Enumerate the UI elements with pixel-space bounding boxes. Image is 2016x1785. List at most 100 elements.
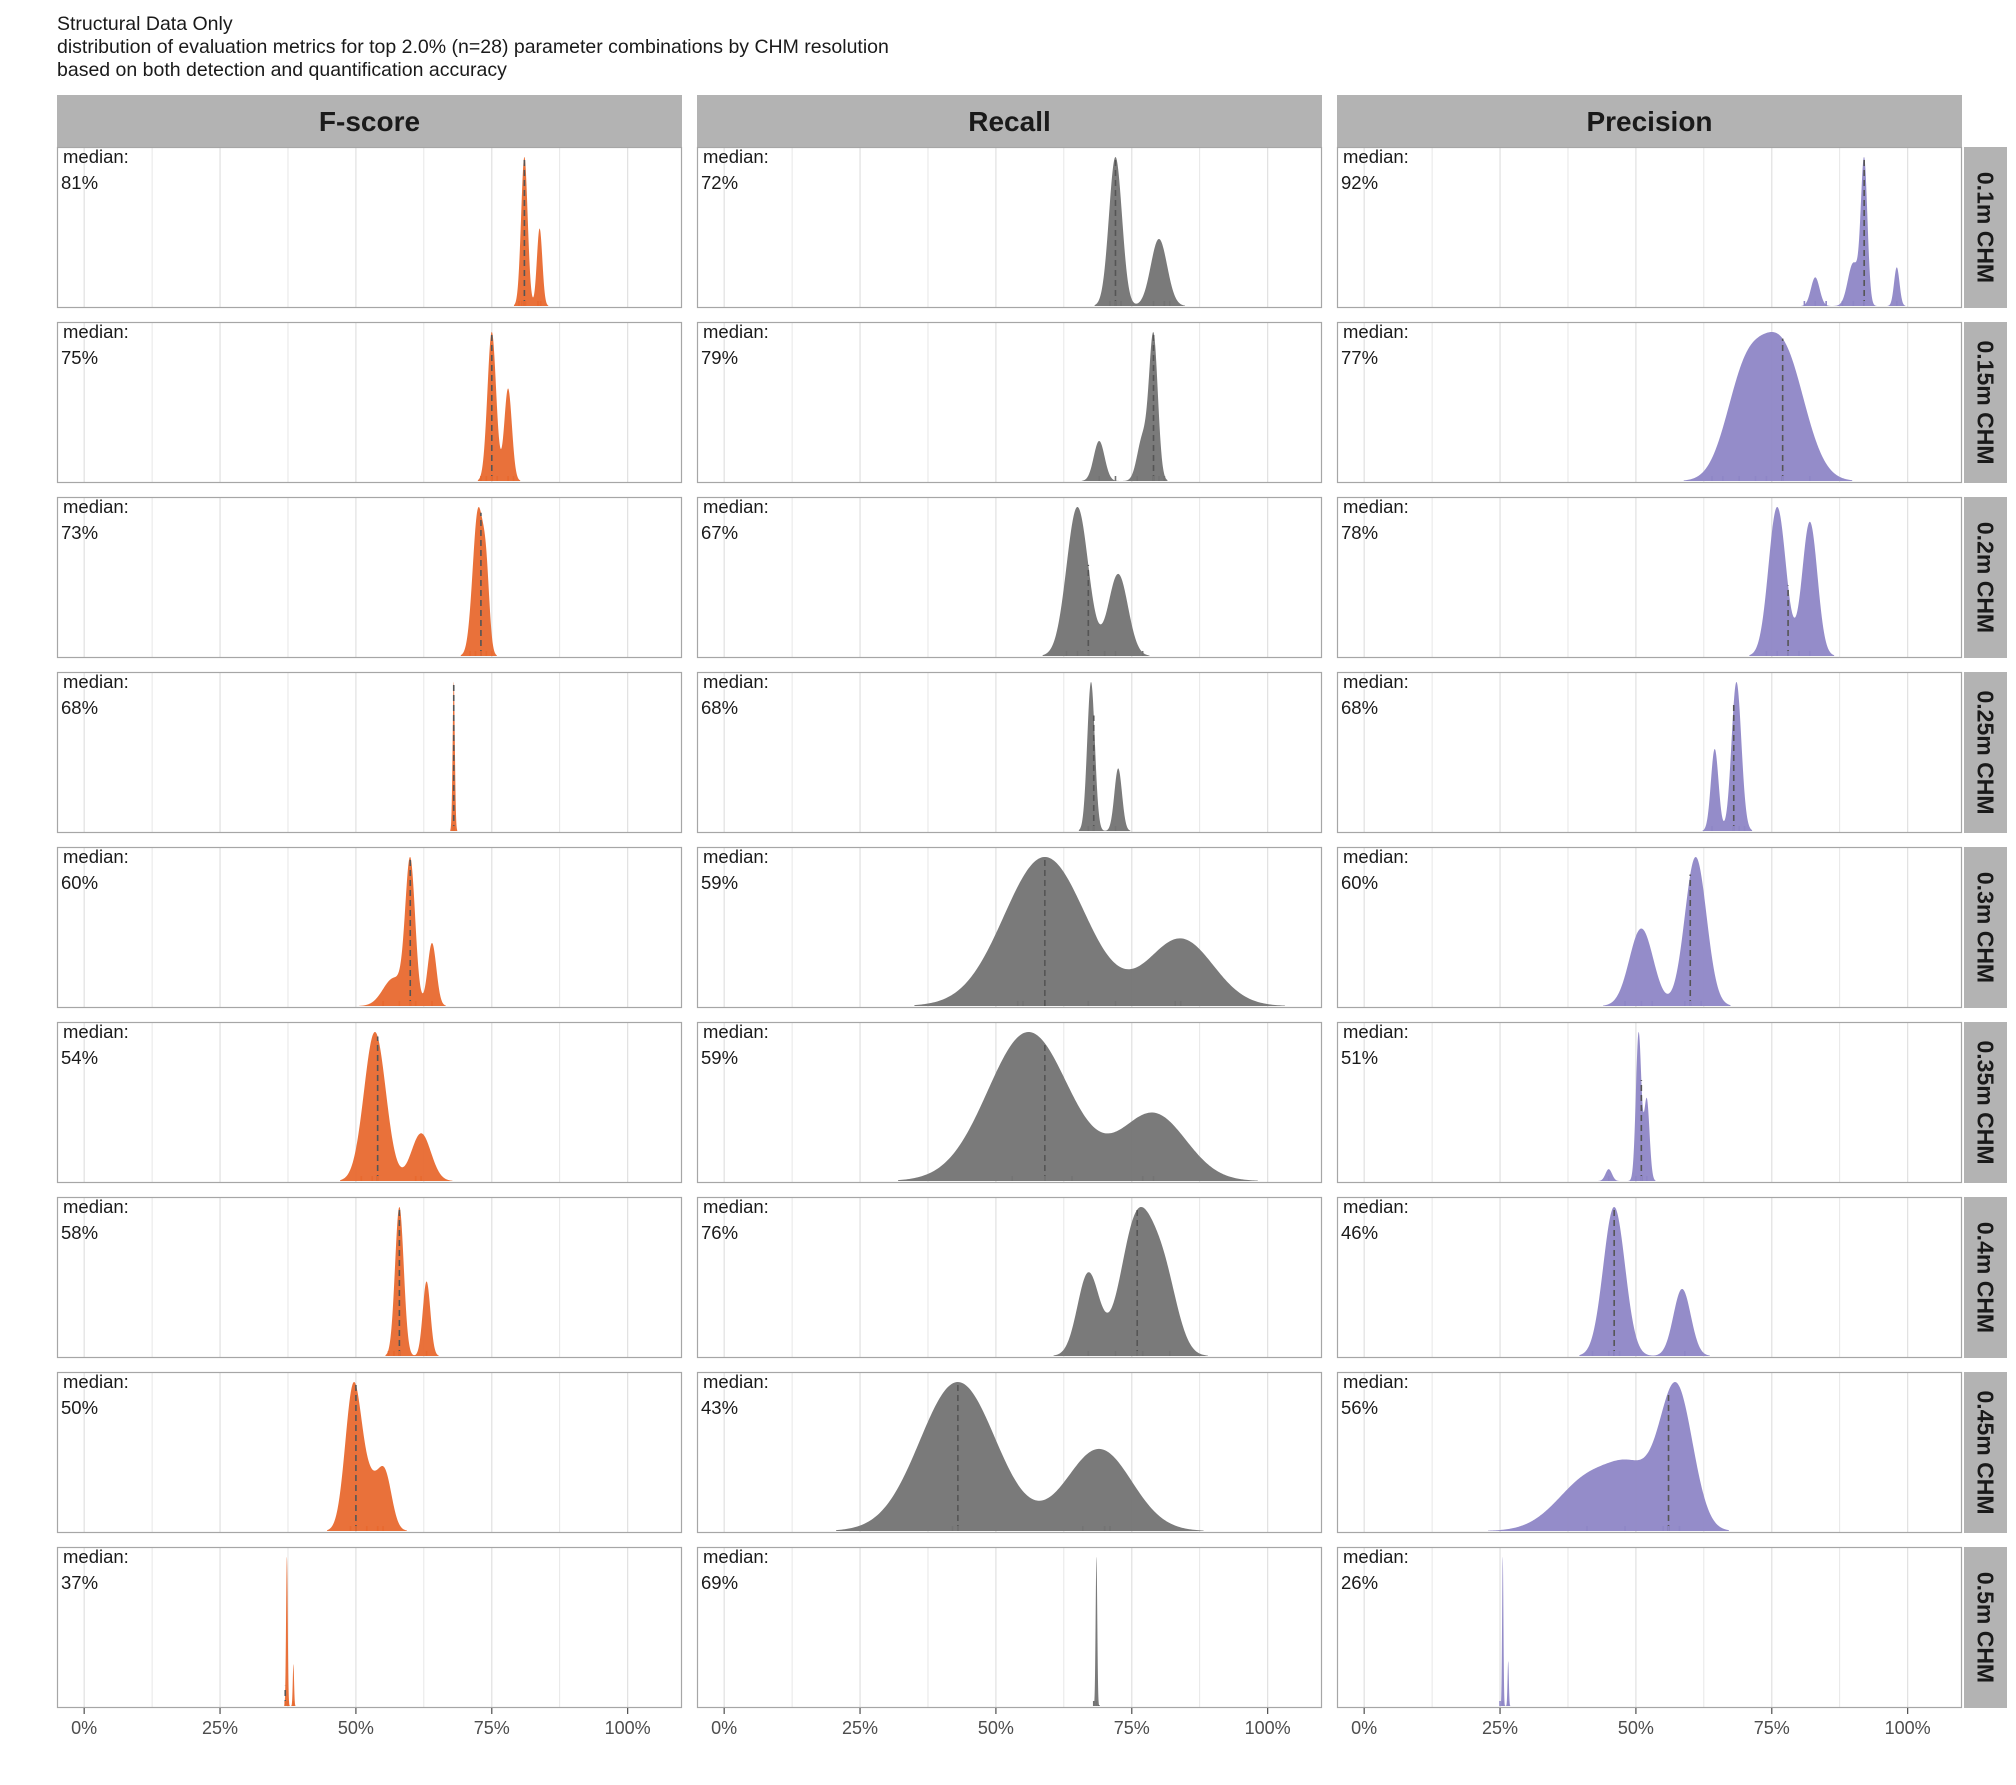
x-tick-label-precision: 25% [1482,1718,1518,1738]
median-value: 60% [1341,872,1378,893]
panel-0-3m-chm-recall-border [696,846,1323,1009]
median-label: median: [63,1546,129,1567]
median-label: median: [63,146,129,167]
panel-0-45m-chm-f-score-border [56,1371,683,1534]
median-label: median: [1343,321,1409,342]
median-label: median: [1343,1021,1409,1042]
median-label: median: [1343,1371,1409,1392]
panel-0-15m-chm-f-score-background [57,322,682,483]
panel-0-35m-chm-recall-border [696,1021,1323,1184]
density-0-15m-chm-f-score [477,332,521,481]
density-0-15m-chm-recall [1081,332,1168,481]
density-0-15m-chm-precision [1683,332,1853,481]
panel-0-4m-chm-recall-background [697,1197,1322,1358]
panel-0-15m-chm-recall-background [697,322,1322,483]
median-label: median: [63,1196,129,1217]
strip-0-5m-chm [1964,1547,2007,1708]
panel-0-5m-chm-precision-background [1337,1547,1962,1708]
panel-0-4m-chm-precision: median: 46% [1336,1196,1963,1359]
median-value: 68% [61,697,98,718]
median-value: 79% [701,347,738,368]
median-value: 43% [701,1397,738,1418]
strip-0-25m-chm [1964,672,2007,833]
panel-0-5m-chm-recall-border [696,1546,1323,1709]
panel-0-4m-chm-recall: median: 76% [696,1196,1323,1359]
density-0-3m-chm-recall [914,857,1286,1006]
panel-0-15m-chm-f-score: median: 75% [56,321,683,484]
median-value: 26% [1341,1572,1378,1593]
panel-0-3m-chm-f-score-background [57,847,682,1008]
median-label: median: [1343,496,1409,517]
panel-0-2m-chm-recall-background [697,497,1322,658]
panel-0-25m-chm-f-score-background [57,672,682,833]
panel-0-4m-chm-recall-border [696,1196,1323,1359]
median-label: median: [1343,1546,1409,1567]
panel-0-35m-chm-precision: median: 51% [1336,1021,1963,1184]
median-value: 73% [61,522,98,543]
panel-0-2m-chm-f-score-border [56,496,683,659]
density-0-3m-chm-f-score [359,857,446,1006]
median-value: 75% [61,347,98,368]
density-0-35m-chm-f-score [340,1032,453,1181]
median-label: median: [1343,846,1409,867]
median-label: median: [703,1546,769,1567]
panel-0-2m-chm-recall-border [696,496,1323,659]
strip-label-0-2m-chm: 0.2m CHM [1973,522,1999,633]
median-label: median: [63,321,129,342]
panel-0-5m-chm-precision-border [1336,1546,1963,1709]
panel-0-15m-chm-precision-border [1336,321,1963,484]
x-tick-label-recall: 100% [1245,1718,1291,1738]
panel-0-3m-chm-f-score-border [56,846,683,1009]
density-0-2m-chm-recall [1042,507,1150,656]
strip-label-recall: Recall [968,106,1051,137]
panel-0-5m-chm-recall: median: 69% [696,1546,1323,1709]
panel-0-2m-chm-recall: median: 67% [696,496,1323,659]
strip-label-0-3m-chm: 0.3m CHM [1973,872,1999,983]
median-value: 46% [1341,1222,1378,1243]
median-label: median: [1343,671,1409,692]
median-label: median: [703,1196,769,1217]
panel-0-3m-chm-f-score: median: 60% [56,846,683,1009]
median-value: 60% [61,872,98,893]
x-tick-label-precision: 0% [1351,1718,1377,1738]
median-label: median: [703,671,769,692]
median-label: median: [703,146,769,167]
column-strips: F-score Recall Precision [57,95,1962,147]
x-axes: 0% 25% 50% 75% 100% 0% 25% 50% 75% 100% 0% 25% 50% 75… [71,1708,1931,1738]
panel-0-35m-chm-precision-border [1336,1021,1963,1184]
panel-0-15m-chm-f-score-border [56,321,683,484]
strip-0-15m-chm [1964,322,2007,483]
title-line-1: Structural Data Only [57,13,233,35]
panel-0-1m-chm-recall-background [697,147,1322,308]
panel-0-2m-chm-precision-border [1336,496,1963,659]
median-label: median: [63,846,129,867]
panel-0-3m-chm-precision: median: 60% [1336,846,1963,1009]
panel-0-3m-chm-precision-border [1336,846,1963,1009]
density-0-1m-chm-f-score [513,157,549,306]
median-value: 81% [61,172,98,193]
panel-0-4m-chm-precision-border [1336,1196,1963,1359]
x-tick-label-f-score: 75% [474,1718,510,1738]
median-value: 68% [701,697,738,718]
density-0-1m-chm-recall [1094,157,1186,306]
panel-0-25m-chm-f-score: median: 68% [56,671,683,834]
median-value: 77% [1341,347,1378,368]
x-tick-label-f-score: 25% [202,1718,238,1738]
median-label: median: [703,1021,769,1042]
density-0-4m-chm-recall [1053,1207,1208,1356]
strip-label-0-25m-chm: 0.25m CHM [1973,691,1999,815]
strip-label-f-score: F-score [319,106,420,137]
panel-0-1m-chm-precision: median: 92% [1336,146,1963,309]
strip-label-0-4m-chm: 0.4m CHM [1973,1222,1999,1333]
density-0-1m-chm-precision [1801,157,1906,306]
panel-0-25m-chm-f-score-border [56,671,683,834]
panel-0-5m-chm-f-score-border [56,1546,683,1709]
strip-f-score [57,95,682,147]
panel-0-4m-chm-f-score: median: 58% [56,1196,683,1359]
density-0-2m-chm-precision [1749,507,1835,656]
median-value: 69% [701,1572,738,1593]
panel-0-35m-chm-f-score-border [56,1021,683,1184]
panel-0-25m-chm-recall-background [697,672,1322,833]
strip-0-2m-chm [1964,497,2007,658]
strip-0-35m-chm [1964,1022,2007,1183]
